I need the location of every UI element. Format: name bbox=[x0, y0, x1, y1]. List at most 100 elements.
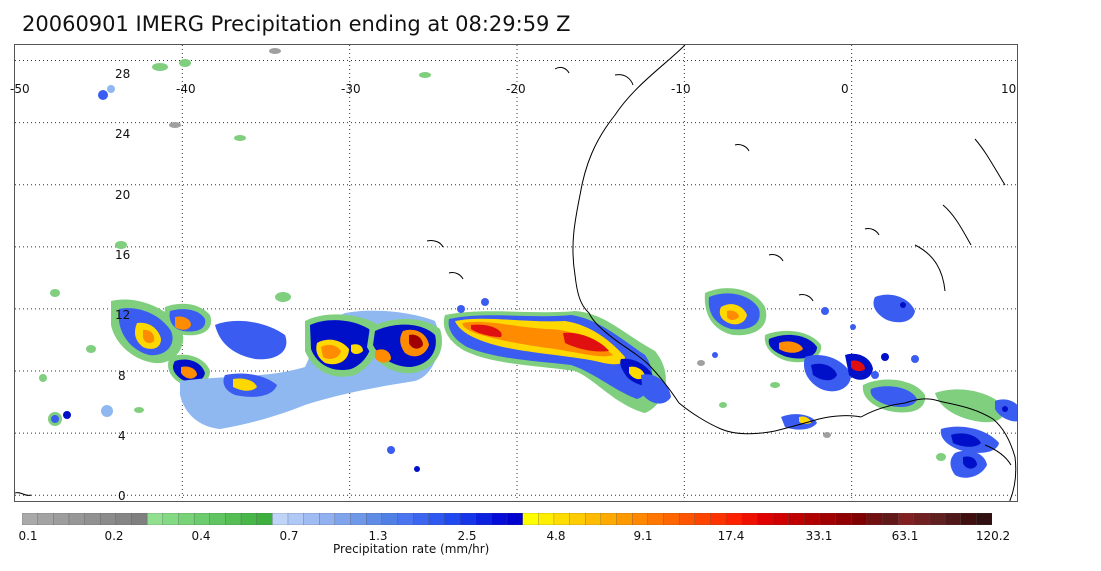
coastline-fragment bbox=[942, 204, 972, 246]
precipitation-colorbar bbox=[22, 513, 992, 525]
colorbar-swatch bbox=[37, 513, 54, 525]
colorbar-swatch bbox=[804, 513, 821, 525]
colorbar-swatch bbox=[22, 513, 39, 525]
lon-label: -50 bbox=[10, 82, 30, 96]
colorbar-swatch bbox=[725, 513, 743, 525]
coastline-fragment bbox=[614, 74, 634, 86]
precip-area bbox=[181, 366, 197, 379]
colorbar-swatch bbox=[428, 513, 445, 525]
coastline bbox=[15, 45, 1017, 501]
lat-label: 20 bbox=[115, 188, 131, 202]
colorbar-tick-label: 0.2 bbox=[104, 529, 124, 543]
colorbar-swatch bbox=[741, 513, 758, 525]
colorbar-tick-label: 33.1 bbox=[805, 529, 833, 543]
gulf-coast-east bbox=[860, 398, 1017, 501]
map-title: 20060901 IMERG Precipitation ending at 0… bbox=[22, 12, 571, 36]
precip-area bbox=[781, 414, 817, 430]
precip-area bbox=[375, 349, 391, 363]
colorbar-swatch bbox=[553, 513, 571, 525]
colorbar-swatch bbox=[115, 513, 132, 525]
coastline-fragment bbox=[864, 228, 880, 236]
coastline-fragment bbox=[448, 272, 464, 280]
colorbar-swatch bbox=[913, 513, 930, 525]
colorbar-swatch bbox=[976, 513, 992, 525]
map-panel bbox=[14, 44, 1018, 502]
storm-cluster-east-atlantic bbox=[443, 311, 671, 413]
precip-area bbox=[963, 456, 977, 469]
coastline-fragment bbox=[768, 254, 784, 262]
colorbar-swatch bbox=[772, 513, 790, 525]
colorbar-swatch bbox=[678, 513, 696, 525]
colorbar-swatch bbox=[225, 513, 242, 525]
precip-area bbox=[779, 341, 803, 353]
coastline-fragment bbox=[974, 138, 1006, 186]
lon-label: -20 bbox=[506, 82, 526, 96]
precip-area bbox=[321, 344, 341, 359]
colorbar-swatch bbox=[960, 513, 977, 525]
colorbar-swatch bbox=[131, 513, 148, 525]
precip-area bbox=[351, 344, 363, 354]
precip-area bbox=[462, 321, 613, 357]
storm-cluster-east bbox=[862, 294, 1017, 478]
colorbar-swatch bbox=[757, 513, 774, 525]
precip-area bbox=[851, 360, 865, 372]
colorbar-swatch bbox=[475, 513, 492, 525]
precip-area bbox=[215, 320, 287, 360]
lat-label: 8 bbox=[118, 369, 126, 383]
lat-label: 4 bbox=[118, 429, 126, 443]
lat-label: 12 bbox=[115, 308, 131, 322]
storm-cluster-central bbox=[180, 310, 442, 429]
colorbar-swatch bbox=[459, 513, 477, 525]
lat-label: 24 bbox=[115, 127, 131, 141]
lat-label: 16 bbox=[115, 248, 131, 262]
colorbar-tick-label: 0.1 bbox=[18, 529, 38, 543]
precipitation-map bbox=[15, 45, 1017, 501]
colorbar-swatch bbox=[632, 513, 649, 525]
coastline-fragment bbox=[734, 144, 750, 152]
colorbar-swatch bbox=[209, 513, 226, 525]
lat-label: 28 bbox=[115, 67, 131, 81]
lon-label: -30 bbox=[341, 82, 361, 96]
precip-area bbox=[870, 386, 917, 407]
colorbar-swatch bbox=[319, 513, 336, 525]
precip-area bbox=[233, 378, 257, 391]
colorbar-swatch bbox=[53, 513, 70, 525]
colorbar-swatch bbox=[491, 513, 508, 525]
coastline-fragment bbox=[914, 244, 946, 292]
colorbar-tick-label: 120.2 bbox=[975, 529, 1011, 543]
colorbar-swatch bbox=[585, 513, 602, 525]
colorbar-swatch bbox=[350, 513, 367, 525]
lon-label: -40 bbox=[176, 82, 196, 96]
colorbar-swatch bbox=[663, 513, 680, 525]
precip-area bbox=[563, 332, 609, 352]
colorbar-swatch bbox=[538, 513, 555, 525]
colorbar-swatch bbox=[256, 513, 273, 525]
colorbar-swatch bbox=[819, 513, 837, 525]
colorbar-tick-label: 9.1 bbox=[633, 529, 653, 543]
precip-area bbox=[641, 374, 671, 404]
colorbar-title: Precipitation rate (mm/hr) bbox=[333, 542, 490, 556]
coastline-fragment bbox=[426, 240, 444, 248]
storm-cluster-gulf-guinea bbox=[704, 288, 873, 430]
precip-area bbox=[143, 329, 155, 344]
colorbar-swatch bbox=[897, 513, 915, 525]
colorbar-swatch bbox=[397, 513, 414, 525]
colorbar-swatch bbox=[303, 513, 320, 525]
colorbar-swatch bbox=[944, 513, 962, 525]
coastline-fragment bbox=[15, 492, 32, 496]
colorbar-swatch bbox=[851, 513, 868, 525]
colorbar-swatch bbox=[272, 513, 289, 525]
colorbar-swatch bbox=[240, 513, 258, 525]
colorbar-swatch bbox=[710, 513, 727, 525]
colorbar-swatch bbox=[412, 513, 430, 525]
lon-label: 0 bbox=[841, 82, 849, 96]
colorbar-swatch bbox=[100, 513, 117, 525]
precip-area bbox=[175, 316, 191, 330]
lon-label: 10 bbox=[1001, 82, 1017, 96]
colorbar-tick-label: 0.7 bbox=[279, 529, 299, 543]
colorbar-swatch bbox=[147, 513, 164, 525]
precip-area bbox=[873, 294, 915, 323]
colorbar-swatch bbox=[616, 513, 633, 525]
colorbar-swatch bbox=[929, 513, 946, 525]
colorbar-tick-label: 1.3 bbox=[368, 529, 388, 543]
